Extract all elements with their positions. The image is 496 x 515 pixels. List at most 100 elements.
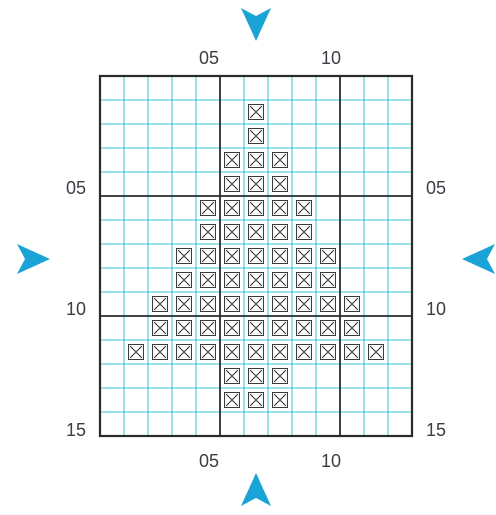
stitch-box: [272, 320, 288, 336]
stitch-diagonal: [225, 153, 239, 167]
left-label-10: 10: [66, 299, 86, 319]
stitch-diagonal: [273, 249, 287, 263]
stitch-box: [272, 200, 288, 216]
center-arrows: [17, 8, 495, 506]
stitch-box: [344, 296, 360, 312]
stitch-diagonal: [249, 273, 263, 287]
cross-stitch-symbol: [200, 200, 216, 216]
cross-stitch-symbol: [296, 320, 312, 336]
stitch-box: [320, 272, 336, 288]
stitch-diagonal: [273, 393, 287, 407]
stitch-box: [344, 320, 360, 336]
bottom-label-10: 10: [321, 451, 341, 471]
stitch-diagonal: [273, 345, 287, 359]
stitch-diagonal: [201, 249, 215, 263]
stitch-box: [128, 344, 144, 360]
stitch-box: [272, 152, 288, 168]
stitch-diagonal: [249, 129, 263, 143]
stitch-diagonal: [249, 177, 263, 191]
cross-stitch-symbol: [152, 296, 168, 312]
stitch-diagonal: [249, 225, 263, 239]
stitch-diagonal: [273, 177, 287, 191]
cross-stitch-symbol: [128, 344, 144, 360]
cross-stitch-symbol: [176, 296, 192, 312]
left-label-15: 15: [66, 420, 86, 440]
cross-stitch-symbol: [176, 248, 192, 264]
stitch-box: [368, 344, 384, 360]
stitch-diagonal: [297, 201, 311, 215]
cross-stitch-symbol: [272, 152, 288, 168]
cross-stitch-symbol: [272, 272, 288, 288]
cross-stitch-symbol: [224, 368, 240, 384]
cross-stitch-symbol: [248, 272, 264, 288]
cross-stitch-symbol: [200, 248, 216, 264]
stitch-diagonal: [273, 153, 287, 167]
top-center-arrow: [241, 8, 271, 41]
stitch-box: [224, 368, 240, 384]
right-label-05: 05: [426, 178, 446, 198]
stitch-box: [296, 248, 312, 264]
cross-stitch-symbol: [176, 344, 192, 360]
bottom-center-arrow: [241, 473, 271, 506]
cross-stitch-symbol: [296, 248, 312, 264]
stitch-box: [200, 200, 216, 216]
stitch-box: [320, 344, 336, 360]
cross-stitch-symbol: [200, 272, 216, 288]
stitch-diagonal: [345, 297, 359, 311]
stitch-box: [200, 320, 216, 336]
stitch-box: [320, 320, 336, 336]
stitch-box: [248, 176, 264, 192]
cross-stitch-symbol: [248, 320, 264, 336]
cross-stitch-symbol: [224, 248, 240, 264]
stitch-diagonal: [153, 345, 167, 359]
stitch-box: [224, 200, 240, 216]
stitch-diagonal: [153, 297, 167, 311]
stitch-diagonal: [201, 201, 215, 215]
cross-stitch-symbol: [248, 392, 264, 408]
stitch-diagonal: [225, 345, 239, 359]
stitch-diagonal: [129, 345, 143, 359]
cross-stitch-symbol: [272, 296, 288, 312]
stitch-box: [200, 296, 216, 312]
cross-stitch-symbol: [248, 344, 264, 360]
stitch-diagonal: [225, 225, 239, 239]
top-label-10: 10: [321, 48, 341, 68]
stitch-diagonal: [225, 321, 239, 335]
stitch-box: [248, 368, 264, 384]
stitch-diagonal: [273, 369, 287, 383]
stitch-diagonal: [153, 321, 167, 335]
stitch-box: [200, 344, 216, 360]
stitch-box: [296, 200, 312, 216]
stitch-diagonal: [249, 297, 263, 311]
stitch-box: [176, 320, 192, 336]
cross-stitch-symbol: [224, 176, 240, 192]
cross-stitch-symbol: [224, 296, 240, 312]
stitch-box: [344, 344, 360, 360]
stitch-box: [200, 272, 216, 288]
cross-stitch-symbol: [176, 272, 192, 288]
stitch-diagonal: [273, 297, 287, 311]
stitch-box: [248, 272, 264, 288]
stitch-box: [272, 176, 288, 192]
stitch-box: [152, 296, 168, 312]
stitch-box: [248, 344, 264, 360]
stitch-box: [248, 320, 264, 336]
stitch-diagonal: [177, 273, 191, 287]
cross-stitch-symbol: [320, 296, 336, 312]
stitch-box: [320, 248, 336, 264]
cross-stitch-symbol: [152, 344, 168, 360]
cross-stitch-symbol: [248, 248, 264, 264]
stitch-grid: [98, 74, 414, 438]
stitch-box: [248, 224, 264, 240]
stitch-diagonal: [225, 369, 239, 383]
stitch-box: [176, 248, 192, 264]
cross-stitch-symbol: [152, 320, 168, 336]
stitch-box: [176, 272, 192, 288]
stitch-diagonal: [225, 297, 239, 311]
stitch-box: [224, 344, 240, 360]
right-label-15: 15: [426, 420, 446, 440]
stitch-diagonal: [345, 321, 359, 335]
stitch-box: [224, 176, 240, 192]
stitch-box: [296, 272, 312, 288]
